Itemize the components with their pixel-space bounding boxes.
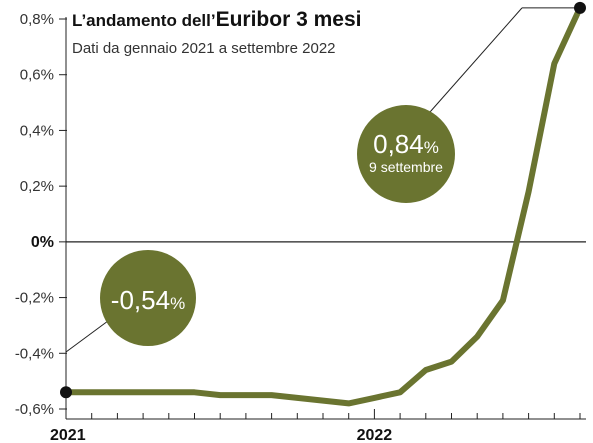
callout-end: 0,84% 9 settembre [357, 105, 455, 203]
y-axis: 0,8% 0,6% 0,4% 0,2% 0% -0,2% -0,4% -0,6% [15, 11, 586, 418]
data-point [217, 392, 223, 398]
data-point [89, 389, 95, 395]
y-tick-label: 0,4% [20, 122, 54, 139]
data-point [192, 389, 197, 395]
data-point [371, 395, 377, 401]
chart-title-prefix: L’andamento dell’ [72, 11, 216, 30]
callout-start: -0,54% [100, 250, 196, 346]
chart-title-main: Euribor 3 mesi [216, 8, 362, 31]
callout-start-value: -0,54 [111, 285, 170, 315]
x-tick-label: 2022 [357, 427, 393, 443]
data-point [114, 389, 120, 395]
x-axis: 2021 2022 [50, 409, 586, 443]
data-points [63, 5, 583, 406]
y-tick-label: 0% [31, 234, 54, 251]
start-point-marker [60, 386, 72, 399]
data-point [397, 389, 403, 395]
y-tick-label: 0,6% [20, 67, 54, 84]
callout-start-unit: % [170, 294, 185, 313]
y-tick-label: -0,2% [15, 290, 54, 307]
callout-bubble-start [100, 250, 196, 346]
y-tick-label: 0,2% [20, 178, 54, 195]
y-tick-label: -0,6% [15, 401, 54, 418]
chart-title: L’andamento dell’Euribor 3 mesi [72, 8, 361, 31]
callout-end-text: 0,84% [373, 129, 439, 159]
callout-end-unit: % [424, 138, 439, 157]
data-point [320, 398, 326, 404]
data-point [346, 400, 352, 406]
data-point [551, 61, 557, 67]
y-tick-label: 0,8% [20, 11, 54, 28]
data-point [449, 359, 454, 365]
callout-bubble-end [357, 105, 455, 203]
data-point [166, 389, 172, 395]
data-point [294, 395, 300, 401]
data-point [526, 189, 532, 195]
leader-line-start-diagonal [65, 317, 113, 353]
data-point [269, 392, 275, 398]
leader-line-end-diagonal [429, 7, 523, 113]
data-point [140, 389, 146, 395]
x-tick-label: 2021 [50, 427, 86, 443]
callout-start-text: -0,54% [111, 285, 185, 315]
callout-end-value: 0,84 [373, 129, 424, 159]
end-point-marker [574, 1, 586, 14]
data-point [243, 392, 249, 398]
data-point [423, 367, 429, 373]
callout-end-date: 9 settembre [369, 159, 443, 175]
data-point [500, 297, 506, 303]
y-tick-label: -0,4% [15, 345, 54, 362]
data-point [474, 334, 480, 340]
chart-subtitle: Dati da gennaio 2021 a settembre 2022 [72, 40, 336, 57]
